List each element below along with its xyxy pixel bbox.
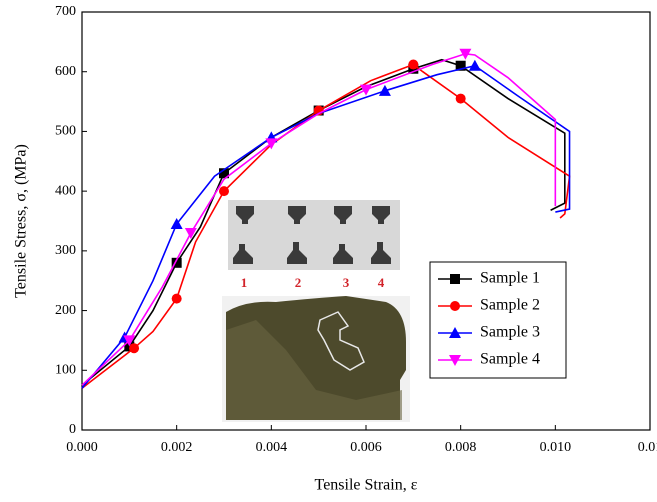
specimens (233, 206, 391, 264)
x-tick-label: 0.004 (256, 440, 288, 455)
legend-marker (449, 355, 461, 366)
marker (219, 186, 229, 197)
y-tick-label: 700 (55, 4, 76, 19)
x-tick-label: 0.010 (540, 440, 572, 455)
inset-photo (222, 200, 410, 422)
marker (129, 343, 140, 354)
legend-label: Sample 1 (480, 270, 540, 287)
x-tick-label: 0.002 (161, 440, 193, 455)
marker (171, 257, 182, 268)
legend-label: Sample 3 (480, 324, 540, 341)
marker (171, 293, 182, 304)
y-tick-label: 200 (55, 303, 76, 318)
inset-label: 3 (343, 275, 350, 290)
series-line (81, 52, 557, 386)
marker (184, 227, 197, 239)
y-tick-label: 400 (55, 183, 76, 198)
x-tick-label: 0.01 (638, 440, 657, 455)
marker (408, 59, 419, 70)
y-tick-label: 500 (55, 124, 76, 139)
legend-label: Sample 2 (480, 297, 540, 314)
marker (219, 168, 229, 179)
specimen-outline (317, 311, 365, 371)
marker (468, 59, 481, 71)
marker (455, 60, 466, 71)
series-line (81, 64, 571, 389)
marker (459, 48, 472, 60)
inset-label: 4 (378, 275, 385, 290)
series-line (81, 58, 566, 386)
plate-shade (226, 320, 402, 420)
marker (378, 84, 391, 96)
y-tick-label: 300 (55, 243, 76, 258)
inset-label: 2 (295, 275, 302, 290)
x-axis-title: Tensile Strain, ε (315, 477, 418, 494)
marker (123, 335, 136, 347)
marker (265, 138, 278, 150)
legend-label: Sample 4 (480, 351, 540, 368)
legend-marker (450, 274, 460, 284)
x-tick-label: 0.006 (350, 440, 382, 455)
inset-label: 1 (241, 275, 248, 290)
y-tick-label: 600 (55, 64, 76, 79)
x-tick-label: 0.000 (66, 440, 98, 455)
x-tick-label: 0.008 (445, 440, 477, 455)
y-tick-label: 0 (69, 422, 76, 437)
marker (360, 84, 372, 96)
marker (455, 93, 466, 104)
series-line (81, 63, 571, 389)
y-axis-title: Tensile Stress, σ, (MPa) (13, 144, 30, 298)
legend-marker (449, 327, 461, 338)
legend-marker (450, 301, 460, 311)
y-tick-label: 100 (55, 363, 76, 378)
marker (170, 217, 183, 229)
